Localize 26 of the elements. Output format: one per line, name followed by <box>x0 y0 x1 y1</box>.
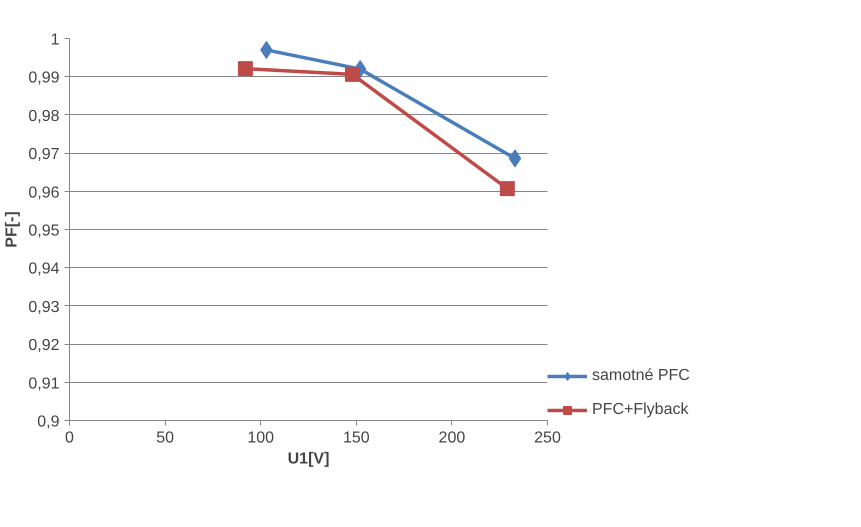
y-tick-label: 0,97 <box>28 146 60 164</box>
point <box>260 40 273 59</box>
x-tick-label: 0 <box>65 430 74 446</box>
y-tick-label: 1 <box>50 32 60 48</box>
point <box>508 149 522 168</box>
legend-label: PFC+Flyback <box>592 401 688 419</box>
point <box>238 61 253 76</box>
y-tick-label: 0,94 <box>28 260 60 278</box>
point <box>500 181 515 196</box>
y-tick-label: 0,9 <box>37 414 60 430</box>
y-tick-label: 0,91 <box>28 375 60 392</box>
x-axis-title: U1[V] <box>288 450 330 468</box>
x-tick-label: 100 <box>247 430 274 446</box>
y-tick-label: 0,95 <box>28 222 60 240</box>
x-tick-label: 50 <box>156 430 174 446</box>
y-tick-label: 0,96 <box>28 184 60 202</box>
y-tick-label: 0,93 <box>28 298 60 316</box>
y-tick-label: 0,92 <box>28 337 60 354</box>
y-axis-title: PF[-] <box>3 211 20 248</box>
x-tick-label: 200 <box>438 430 466 446</box>
y-tick-label: 0,99 <box>28 70 60 87</box>
x-tick-label: 250 <box>534 430 561 446</box>
point <box>344 66 360 82</box>
y-tick-label: 0,98 <box>28 108 60 125</box>
legend-label: samotné PFC <box>592 367 690 385</box>
x-tick-label: 150 <box>342 430 370 446</box>
